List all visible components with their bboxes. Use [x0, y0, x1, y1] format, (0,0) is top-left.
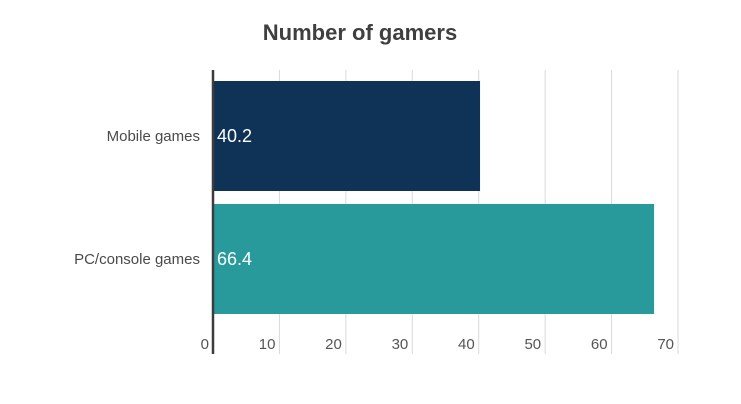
- x-tick-label-70: 70: [657, 336, 674, 353]
- data-label-1: 40.2: [217, 126, 252, 146]
- chart-title: Number of gamers: [262, 20, 458, 45]
- category-label-2: PC/console games: [74, 251, 200, 268]
- bar-pc-console-games: [213, 204, 655, 314]
- x-tick-label-0: 0: [201, 336, 209, 353]
- x-tick-label-10: 10: [259, 336, 276, 353]
- bar-mobile-games: [213, 81, 481, 191]
- x-tick-label-50: 50: [524, 336, 541, 353]
- category-label-1: Mobile games: [107, 128, 200, 145]
- x-tick-label-40: 40: [458, 336, 475, 353]
- x-tick-label-60: 60: [591, 336, 608, 353]
- x-tick-label-30: 30: [392, 336, 409, 353]
- data-label-2: 66.4: [217, 249, 252, 269]
- x-tick-label-20: 20: [325, 336, 342, 353]
